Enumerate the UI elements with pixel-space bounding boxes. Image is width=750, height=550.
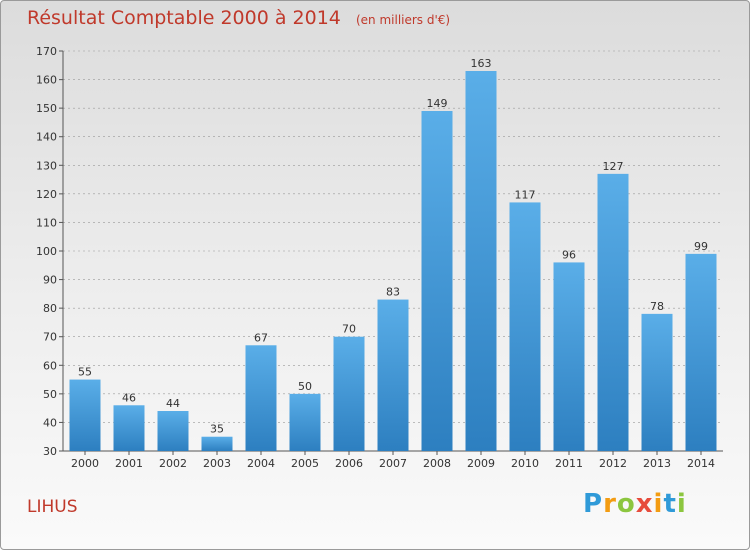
data-label-2013: 78 [650,300,664,313]
data-label-2008: 149 [427,97,448,110]
labels: 2000 55 2001 46 2002 44 2003 35 2004 67 2005 50 2006… [71,57,715,470]
data-label-2007: 83 [386,286,400,299]
data-label-2009: 163 [471,57,492,70]
y-tick-label: 40 [43,416,57,429]
data-label-2011: 96 [562,248,576,261]
y-tick-label: 150 [36,102,57,115]
logo-letter: i [653,489,664,519]
data-label-2012: 127 [603,160,624,173]
data-label-2005: 50 [298,380,312,393]
commune-name: LIHUS [27,497,78,517]
logo-letter: x [635,489,654,519]
x-tick-label-2010: 2010 [511,457,539,470]
bar-2011 [553,262,585,451]
data-label-2000: 55 [78,366,92,379]
y-tick-label: 70 [43,331,57,344]
chart-title-text: Résultat Comptable 2000 à 2014 [27,7,341,29]
x-tick-label-2004: 2004 [247,457,275,470]
x-tick-label-2009: 2009 [467,457,495,470]
logo-letter: P [583,489,604,519]
x-tick-label-2011: 2011 [555,457,583,470]
y-tick-label: 90 [43,274,57,287]
bar-2000 [69,379,101,451]
bar-2004 [245,345,277,451]
x-tick-label-2001: 2001 [115,457,143,470]
logo-letter: r [603,489,617,519]
data-label-2006: 70 [342,323,356,336]
bar-2003 [201,436,233,451]
bar-2008 [421,111,453,451]
y-tick-label: 120 [36,188,57,201]
x-tick-label-2006: 2006 [335,457,363,470]
data-label-2014: 99 [694,240,708,253]
data-label-2010: 117 [515,188,536,201]
y-tick-label: 80 [43,302,57,315]
x-tick-label-2007: 2007 [379,457,407,470]
proxiti-logo[interactable]: Proxiti [583,489,687,519]
y-tick-label: 100 [36,245,57,258]
bars [69,71,717,451]
bar-2013 [641,313,673,451]
bar-2012 [597,173,629,451]
y-tick-label: 130 [36,159,57,172]
y-tick-label: 170 [36,45,57,58]
y-tick-label: 60 [43,359,57,372]
logo-letter: o [616,489,636,519]
y-tick-label: 140 [36,131,57,144]
x-tick-label-2000: 2000 [71,457,99,470]
chart-unit: (en milliers d'€) [355,13,451,27]
data-label-2003: 35 [210,423,224,436]
bar-2014 [685,253,717,451]
x-tick-label-2003: 2003 [203,457,231,470]
x-tick-label-2008: 2008 [423,457,451,470]
bar-2009 [465,71,497,451]
y-tick-label: 50 [43,388,57,401]
y-tick-label: 110 [36,216,57,229]
y-tick-label: 160 [36,74,57,87]
x-tick-label-2014: 2014 [687,457,715,470]
x-tick-label-2013: 2013 [643,457,671,470]
data-label-2004: 67 [254,331,268,344]
data-label-2001: 46 [122,391,136,404]
x-tick-label-2002: 2002 [159,457,187,470]
bar-2005 [289,393,321,451]
logo-letter: t [663,489,677,519]
x-tick-label-2005: 2005 [291,457,319,470]
data-label-2002: 44 [166,397,180,410]
bar-2002 [157,411,189,451]
chart-title: Résultat Comptable 2000 à 2014 (en milli… [27,7,450,29]
bar-2001 [113,405,145,451]
logo-letter: i [676,489,687,519]
x-tick-label-2012: 2012 [599,457,627,470]
bar-2010 [509,202,541,451]
bar-2007 [377,299,409,451]
y-tick-label: 30 [43,445,57,458]
bar-2006 [333,336,365,451]
